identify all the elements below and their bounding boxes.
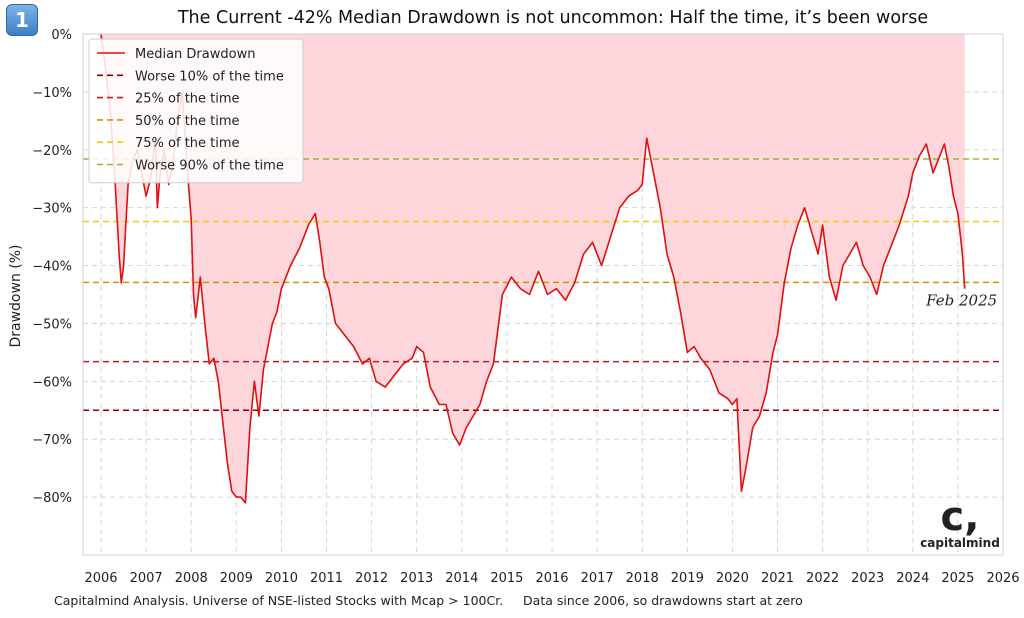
x-tick-label: 2018 xyxy=(626,571,659,586)
x-tick-label: 2010 xyxy=(265,571,298,586)
x-tick-label: 2007 xyxy=(130,571,163,586)
chart-title: The Current -42% Median Drawdown is not … xyxy=(177,8,928,28)
x-tick-label: 2015 xyxy=(490,571,523,586)
x-tick-label: 2009 xyxy=(220,571,253,586)
y-tick-label: 0% xyxy=(51,28,72,43)
legend-entry: Median Drawdown xyxy=(135,47,255,62)
legend-entry: 75% of the time xyxy=(135,136,240,151)
x-axis-ticks: 2006 2007 2008 2009 2010 2011 2012 2013 2014 2015… xyxy=(84,571,1019,586)
y-tick-label: −20% xyxy=(32,144,72,159)
capitalmind-logo: c, capitalmind xyxy=(920,494,1000,550)
x-tick-label: 2014 xyxy=(445,571,478,586)
drawdown-chart: The Current -42% Median Drawdown is not … xyxy=(8,8,1020,586)
feb-2025-annotation: Feb 2025 xyxy=(925,291,997,309)
y-tick-label: −50% xyxy=(32,317,72,332)
y-tick-label: −10% xyxy=(32,86,72,101)
y-axis-label: Drawdown (%) xyxy=(8,244,24,347)
logo-wordmark: capitalmind xyxy=(920,536,1000,550)
x-tick-label: 2016 xyxy=(535,571,568,586)
y-tick-label: −40% xyxy=(32,260,72,275)
x-tick-label: 2011 xyxy=(310,571,343,586)
y-axis-ticks: 0% −10% −20% −30% −40% −50% −60% −70% −80% xyxy=(32,28,72,506)
x-tick-label: 2006 xyxy=(84,571,117,586)
legend-entry: Worse 90% of the time xyxy=(135,159,284,174)
number-badge: 1 xyxy=(6,4,38,36)
x-tick-label: 2022 xyxy=(806,571,839,586)
y-tick-label: −30% xyxy=(32,202,72,217)
drawdown-area xyxy=(101,34,965,503)
legend-box xyxy=(88,38,304,184)
y-tick-label: −70% xyxy=(32,433,72,448)
y-tick-label: −60% xyxy=(32,375,72,390)
x-tick-label: 2023 xyxy=(851,571,884,586)
x-tick-label: 2008 xyxy=(175,571,208,586)
x-tick-label: 2020 xyxy=(716,571,749,586)
y-tick-label: −80% xyxy=(32,491,72,506)
median-drawdown-line xyxy=(100,33,966,504)
x-tick-label: 2013 xyxy=(400,571,433,586)
plot-frame xyxy=(82,33,1004,556)
x-tick-label: 2012 xyxy=(355,571,388,586)
x-tick-label: 2024 xyxy=(896,571,929,586)
legend-entry: Worse 10% of the time xyxy=(135,69,284,84)
x-tick-label: 2017 xyxy=(581,571,614,586)
logo-mark: c, xyxy=(940,494,980,540)
x-tick-label: 2026 xyxy=(986,571,1019,586)
x-tick-label: 2025 xyxy=(941,571,974,586)
legend: Median Drawdown Worse 10% of the time 25% … xyxy=(88,38,304,184)
x-tick-label: 2019 xyxy=(671,571,704,586)
source-caption: Capitalmind Analysis. Universe of NSE-li… xyxy=(54,593,803,608)
legend-entry: 50% of the time xyxy=(135,114,240,129)
legend-entry: 25% of the time xyxy=(135,92,240,107)
x-tick-label: 2021 xyxy=(761,571,794,586)
